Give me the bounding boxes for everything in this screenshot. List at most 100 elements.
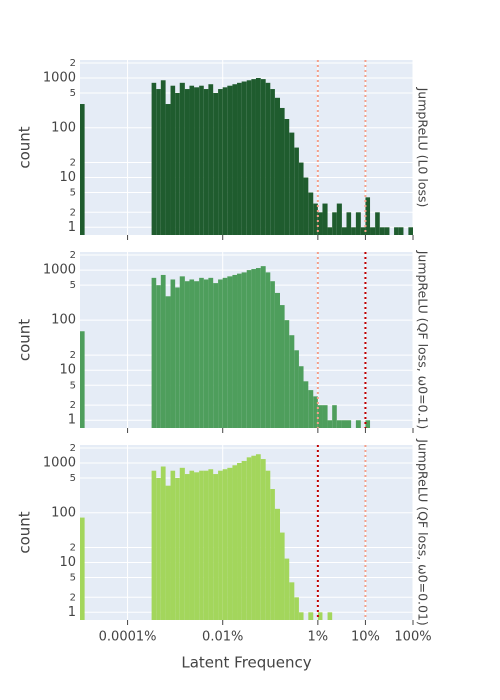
bar: [189, 279, 195, 428]
bar: [227, 85, 233, 235]
y-tick-label: 10: [59, 170, 76, 185]
bar: [160, 466, 166, 620]
bar: [175, 477, 180, 620]
bar: [251, 79, 256, 236]
bar: [80, 517, 85, 620]
bar: [218, 89, 223, 235]
bar: [179, 82, 185, 235]
y-tick-label: 100: [51, 313, 76, 328]
bar: [265, 272, 271, 428]
bar: [336, 203, 342, 235]
bar: [260, 459, 266, 620]
bar: [332, 212, 337, 235]
bar: [194, 87, 200, 235]
bar: [255, 268, 261, 428]
bar: [232, 465, 238, 620]
panel-label: JumpReLU (QF loss, ω0=0.1): [416, 250, 431, 430]
bar: [246, 270, 252, 428]
bar: [160, 274, 166, 428]
bar: [298, 366, 304, 428]
bar: [284, 119, 290, 235]
bar: [313, 203, 318, 235]
bar: [179, 467, 185, 620]
bar: [346, 420, 352, 428]
bar: [308, 390, 314, 428]
bar: [255, 454, 261, 620]
y-tick-label: 2: [70, 543, 76, 554]
y-tick-label: 1000: [43, 456, 76, 471]
bar: [365, 420, 371, 428]
y-tick-label: 5: [70, 88, 76, 99]
bar: [351, 227, 356, 235]
bar: [317, 405, 323, 428]
bar: [170, 85, 176, 235]
bar: [289, 132, 295, 235]
bar: [237, 463, 242, 620]
y-tick-label: 10: [59, 363, 76, 378]
bar: [222, 87, 228, 235]
y-tick-label: 2: [70, 592, 76, 603]
bar: [151, 82, 157, 235]
bar: [241, 272, 247, 428]
bar: [241, 460, 247, 620]
y-tick-label: 2: [70, 158, 76, 169]
bar: [322, 203, 328, 235]
bar: [237, 82, 242, 235]
y-tick-label: 100: [51, 120, 76, 135]
bar: [184, 89, 190, 235]
bar: [360, 227, 366, 235]
bar: [327, 420, 333, 428]
y-tick-label: 2: [70, 443, 76, 454]
bar: [80, 104, 85, 235]
bar: [237, 273, 242, 428]
bar: [151, 277, 157, 428]
bar: [151, 470, 157, 620]
bar: [255, 78, 261, 236]
x-tick-label: 0.01%: [202, 630, 243, 645]
bar: [408, 227, 413, 235]
bar: [222, 469, 228, 620]
y-tick-label: 5: [70, 380, 76, 391]
bar: [203, 89, 209, 235]
bar: [213, 474, 219, 620]
x-axis-title: Latent Frequency: [181, 654, 311, 672]
bar: [199, 277, 204, 428]
bar: [322, 405, 328, 428]
bar: [218, 470, 223, 620]
bar: [284, 558, 290, 620]
bar: [165, 104, 171, 235]
bar: [365, 197, 371, 235]
bar: [327, 227, 333, 235]
bar: [303, 177, 309, 235]
bar: [346, 212, 352, 235]
bar: [260, 266, 266, 428]
bar: [265, 82, 271, 235]
y-tick-label: 2: [70, 58, 76, 69]
bar: [156, 285, 161, 428]
bar: [194, 472, 200, 620]
bar: [251, 455, 256, 620]
bar: [213, 92, 219, 235]
y-tick-label: 5: [70, 188, 76, 199]
bar: [308, 192, 314, 235]
bar: [80, 331, 85, 428]
bar: [284, 320, 290, 428]
bar: [184, 281, 190, 428]
bar: [308, 612, 314, 620]
bar: [265, 470, 271, 620]
x-tick-label: 10%: [351, 630, 380, 645]
bar: [294, 597, 299, 620]
bar: [165, 485, 171, 620]
bar: [156, 89, 161, 235]
bar: [355, 420, 361, 428]
bar: [274, 508, 280, 620]
bar: [218, 279, 223, 428]
bar: [270, 89, 275, 235]
bar: [375, 212, 380, 235]
bar: [270, 489, 275, 620]
bar: [294, 147, 299, 235]
x-tick-label: 100%: [394, 630, 431, 645]
bar: [355, 212, 361, 235]
y-tick-label: 1000: [43, 263, 76, 278]
